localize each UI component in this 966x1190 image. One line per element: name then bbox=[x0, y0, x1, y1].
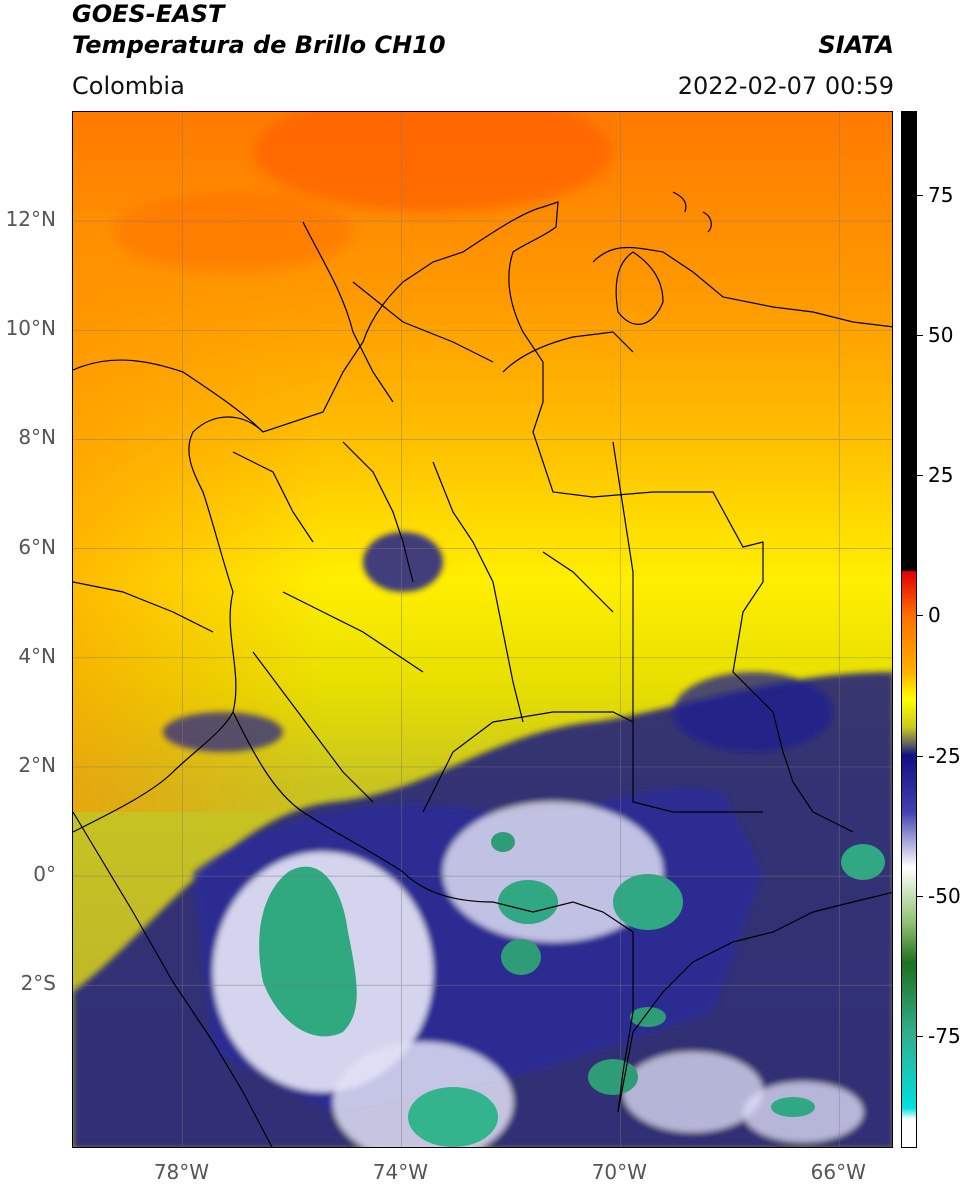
borders bbox=[73, 191, 892, 1147]
colorbar-tick-label: -50 bbox=[928, 883, 961, 908]
lon-tick-label: 74°W bbox=[372, 1160, 429, 1184]
lon-tick-label: 78°W bbox=[153, 1160, 210, 1184]
satellite-title: GOES-EAST bbox=[72, 0, 225, 28]
lat-tick-label: 8°N bbox=[18, 425, 56, 450]
colorbar-tick-label: -25 bbox=[928, 743, 961, 768]
organization-label: SIATA bbox=[818, 31, 894, 59]
colorbar-tick-mark bbox=[917, 1035, 923, 1037]
cold-cloud-tops bbox=[259, 832, 885, 1147]
colorbar-tick-mark bbox=[917, 755, 923, 757]
lat-tick-label: 12°N bbox=[5, 207, 56, 232]
region-label: Colombia bbox=[72, 72, 185, 100]
graticule bbox=[73, 112, 892, 1147]
product-title: Temperatura de Brillo CH10 bbox=[72, 31, 446, 59]
colorbar-tick-mark bbox=[917, 335, 923, 337]
warm-pacific-area bbox=[73, 212, 323, 812]
lat-tick-label: 10°N bbox=[5, 316, 56, 341]
colorbar-tick-label: -75 bbox=[928, 1023, 961, 1048]
colorbar-tick-mark bbox=[917, 615, 923, 617]
lat-tick-label: 0° bbox=[33, 862, 56, 887]
map-panel[interactable] bbox=[72, 111, 893, 1148]
colorbar-tick-mark bbox=[917, 895, 923, 897]
colorbar-tick-label: 0 bbox=[928, 603, 941, 628]
lat-tick-label: 2°S bbox=[20, 971, 56, 996]
colorbar-tick-label: 25 bbox=[928, 463, 954, 488]
lat-tick-label: 2°N bbox=[18, 752, 56, 777]
satellite-map[interactable] bbox=[73, 112, 893, 1148]
lat-tick-label: 6°N bbox=[18, 534, 56, 559]
lon-tick-label: 66°W bbox=[810, 1160, 866, 1184]
colorbar-tick-mark bbox=[917, 475, 923, 477]
colorbar-tick-label: 50 bbox=[928, 323, 954, 348]
warm-caribbean-area bbox=[253, 112, 613, 212]
lat-tick-label: 4°N bbox=[18, 643, 56, 668]
datetime-label: 2022-02-07 00:59 bbox=[677, 72, 894, 100]
colorbar-tick-label: 75 bbox=[928, 183, 954, 208]
colorbar bbox=[901, 111, 917, 1148]
warm-caribbean-area-west bbox=[113, 192, 353, 272]
colorbar-tick-mark bbox=[917, 195, 923, 197]
lon-tick-label: 70°W bbox=[591, 1160, 647, 1184]
